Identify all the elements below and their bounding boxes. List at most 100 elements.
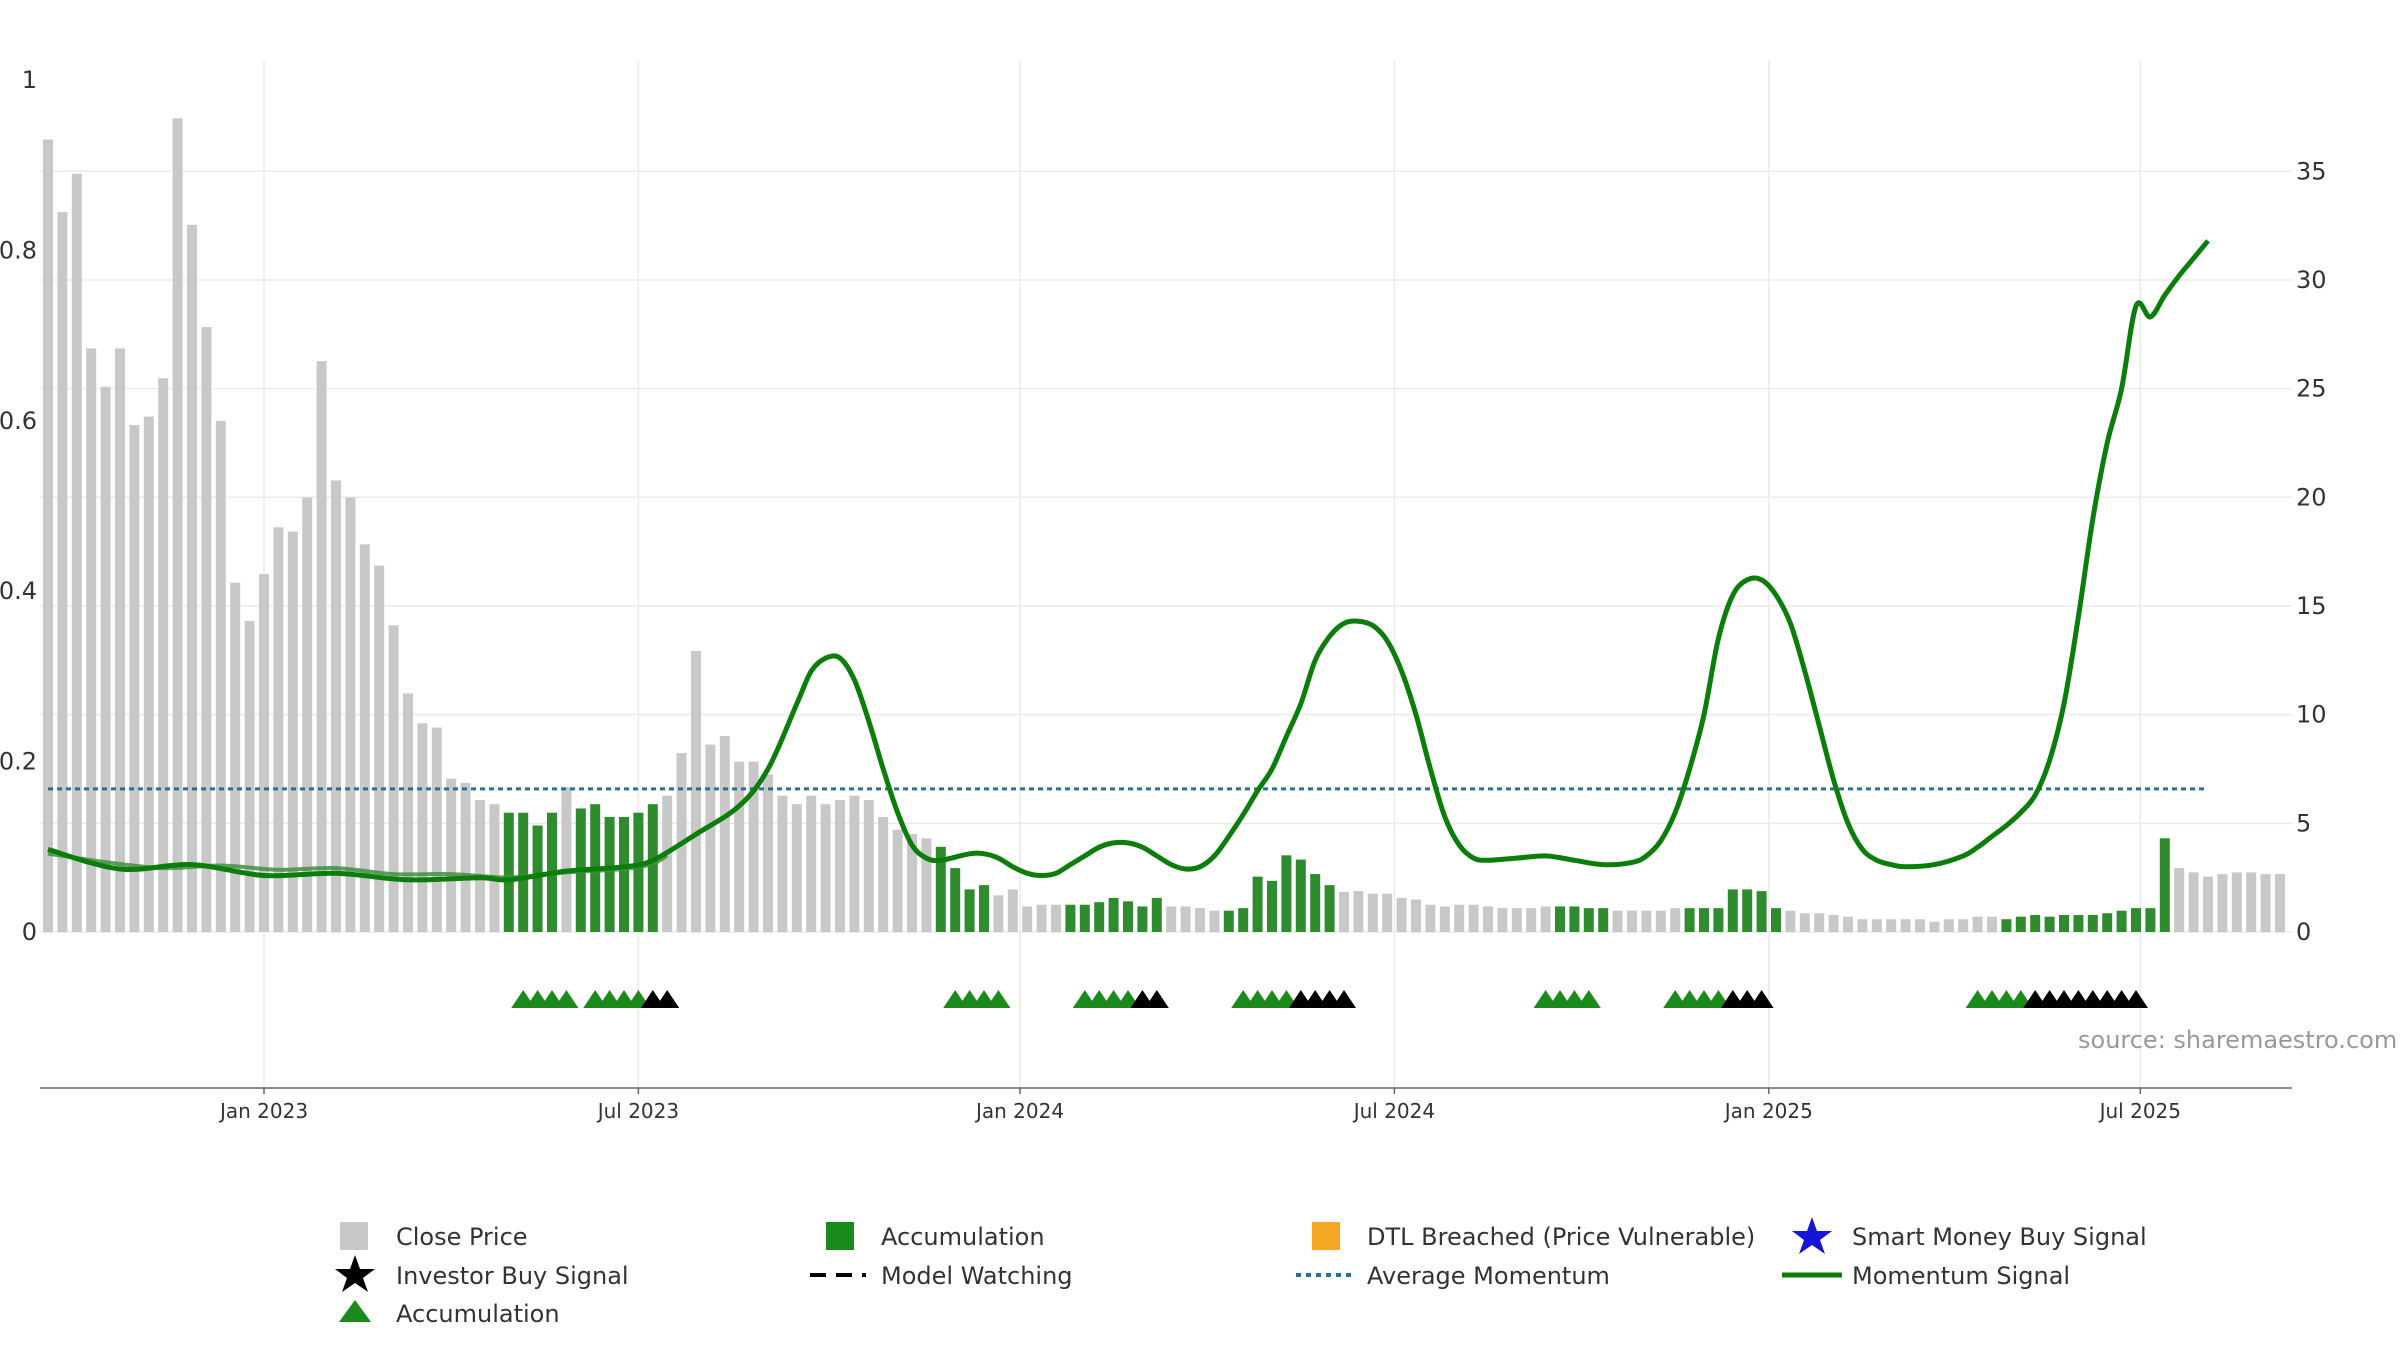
close-price-bar (316, 361, 327, 932)
close-price-bar (1526, 908, 1537, 932)
close-price-bar (820, 804, 831, 932)
accumulation-bar (2001, 919, 2012, 932)
accumulation-bar (1281, 855, 1292, 932)
y-right-tick-label: 25 (2296, 375, 2327, 403)
accumulation-bar (1324, 885, 1335, 932)
close-price-bar (1655, 910, 1666, 932)
momentum-lines (47, 239, 2210, 883)
accumulation-bar (1137, 906, 1148, 932)
close-price-bar (215, 420, 226, 932)
legend-accumulation-swatch (826, 1222, 854, 1250)
accumulation-bar (1094, 902, 1105, 932)
accumulation-bar (503, 812, 514, 932)
accumulation-bar (1108, 897, 1119, 932)
close-price-bar (345, 497, 356, 932)
legend-accumulation-marker-label: Accumulation (396, 1300, 560, 1328)
close-price-bar (43, 139, 53, 932)
close-price-bar (446, 778, 457, 932)
accumulation-bar (1223, 910, 1234, 932)
y-right-tick-label: 10 (2296, 701, 2327, 729)
close-price-bar (1641, 910, 1652, 932)
y-left-tick-label: 0.2 (0, 748, 37, 776)
close-price-bar (863, 799, 874, 932)
investor-buy-marker (2124, 990, 2148, 1008)
legend: Close Price Accumulation DTL Breached (P… (335, 1217, 2147, 1328)
close-price-bar (2188, 872, 2199, 932)
close-price-bar (1396, 897, 1407, 932)
close-price-bar (1367, 893, 1378, 932)
close-price-bar (1411, 899, 1421, 932)
close-price-bar (662, 795, 673, 932)
close-price-bar (561, 787, 572, 932)
close-price-bar (2217, 874, 2228, 932)
close-price-bar (2174, 868, 2185, 932)
legend-model-watching-label: Model Watching (881, 1262, 1073, 1290)
accumulation-bar (1598, 908, 1609, 932)
close-price-bar (691, 650, 701, 932)
accumulation-bar (1252, 876, 1263, 932)
close-price-bar (849, 795, 860, 932)
accumulation-bar (1583, 908, 1594, 932)
close-price-bar (201, 327, 212, 933)
close-price-bar (1540, 906, 1551, 932)
close-price-bar (1843, 916, 1853, 932)
close-price-bar (1929, 921, 1940, 932)
close-price-bar (143, 416, 154, 932)
accumulation-bar (532, 825, 543, 932)
y-left-tick-label: 0 (22, 918, 37, 946)
close-price-bar (777, 795, 788, 932)
source-label: source: sharemaestro.com (2078, 1026, 2397, 1054)
close-price-bar (921, 838, 932, 932)
accumulation-bar (1238, 908, 1249, 932)
close-price-bar (705, 744, 716, 932)
investor-buy-marker (1144, 990, 1169, 1008)
close-price-bar (2260, 874, 2271, 932)
accumulation-bar (2059, 914, 2069, 932)
x-tick-label: Jul 2024 (1352, 1099, 1435, 1123)
accumulation-bar (2015, 916, 2026, 932)
accumulation-bar (2044, 916, 2055, 932)
accumulation-bar (518, 812, 529, 932)
accumulation-bar (950, 868, 961, 932)
legend-dtl-label: DTL Breached (Price Vulnerable) (1367, 1223, 1755, 1251)
x-tick-label: Jan 2025 (1723, 1099, 1813, 1123)
close-price-bar (1958, 919, 1969, 932)
close-price-bar (115, 348, 125, 932)
close-price-bar (100, 386, 111, 933)
close-price-bar (287, 531, 298, 932)
accumulation-bar (964, 889, 975, 932)
accumulation-bar (633, 812, 644, 932)
accumulation-bar (2116, 910, 2127, 932)
close-price-bar (1036, 904, 1047, 932)
accumulation-bar (1727, 889, 1738, 932)
legend-smart-money-label: Smart Money Buy Signal (1852, 1223, 2147, 1251)
accumulation-bar (2073, 914, 2084, 932)
legend-investor-buy-label: Investor Buy Signal (396, 1262, 629, 1290)
close-price-bar (417, 723, 428, 932)
accumulation-bar (2087, 914, 2098, 932)
close-price-bar (158, 378, 169, 932)
close-price-bar (403, 693, 413, 932)
accumulation-bar (1555, 906, 1565, 932)
investor-buy-marker (655, 990, 680, 1008)
accumulation-bar (2145, 908, 2156, 932)
accumulation-bar (1756, 891, 1767, 932)
accumulation-marker (554, 990, 579, 1008)
close-price-bar (1900, 919, 1911, 932)
close-price-bar (86, 348, 97, 932)
accumulation-bar (619, 816, 629, 932)
close-price-bar (1353, 891, 1364, 932)
close-price-bar (1051, 904, 1061, 932)
y-left-tick-label: 1 (22, 66, 37, 94)
close-price-bar (460, 782, 471, 932)
y-left-tick-label: 0.8 (0, 236, 37, 264)
close-price-bar (71, 173, 82, 933)
close-price-bar (1425, 904, 1436, 932)
close-price-bar (1439, 906, 1450, 932)
accumulation-bar (2159, 838, 2170, 932)
close-price-bar (1468, 904, 1479, 932)
close-price-bar (1612, 910, 1623, 932)
accumulation-bar (2102, 913, 2113, 932)
close-price-bar (129, 425, 140, 932)
close-price-bar (230, 582, 241, 932)
